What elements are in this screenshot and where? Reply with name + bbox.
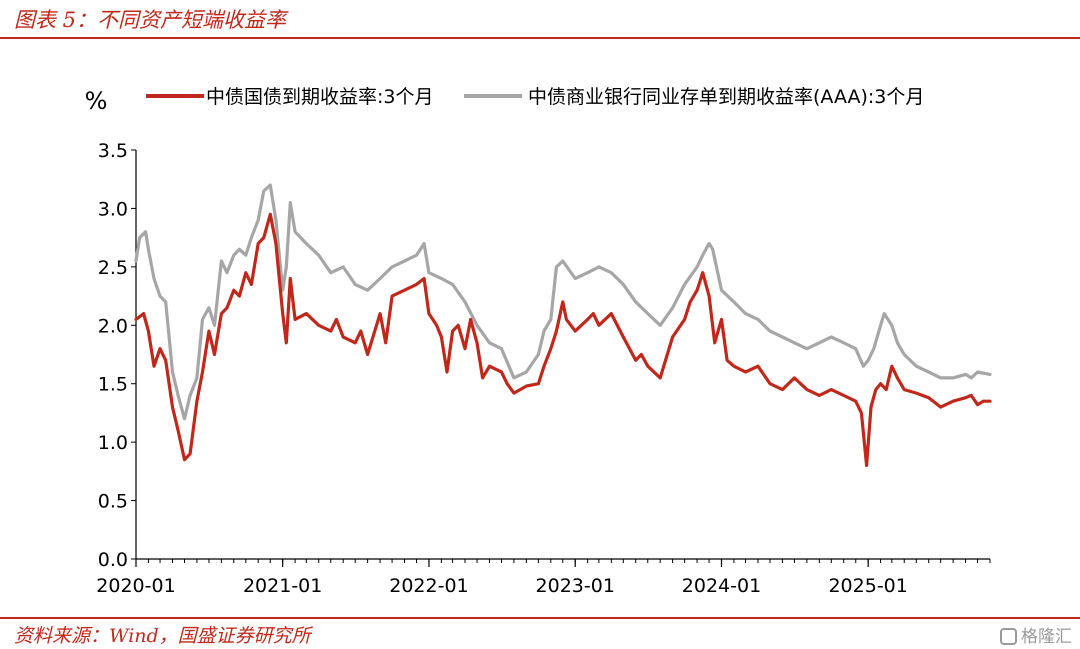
x-tick-label: 2025-01 <box>828 575 907 597</box>
y-axis-unit-label: % <box>85 87 108 115</box>
y-tick-label: 3.5 <box>98 140 128 162</box>
y-tick-label: 0.0 <box>98 549 128 571</box>
y-tick-label: 3.0 <box>98 198 128 220</box>
x-tick-label: 2022-01 <box>389 575 468 597</box>
y-tick-label: 1.0 <box>98 432 128 454</box>
y-tick-label: 1.5 <box>98 374 128 396</box>
line-chart: 0.0 0.5 1.0 1.5 2.0 2.5 3.0 3.5 2020-01 2021-01 20… <box>85 86 992 597</box>
y-tick-label: 0.5 <box>98 491 128 513</box>
y-tick-label: 2.5 <box>98 257 128 279</box>
figure-title: 图表 5：不同资产短端收益率 <box>14 8 287 32</box>
series-line-2 <box>134 183 992 421</box>
x-tick-label: 2024-01 <box>682 575 761 597</box>
watermark-text: 格隆汇 <box>1021 627 1072 647</box>
y-tick-label: 2.0 <box>98 315 128 337</box>
watermark-logo-icon <box>1000 628 1017 645</box>
watermark: 格隆汇 <box>1000 622 1072 647</box>
x-tick-label: 2023-01 <box>536 575 615 597</box>
series-line-1 <box>134 212 992 468</box>
legend-label-1: 中债国债到期收益率:3个月 <box>206 86 434 108</box>
source-note: 资料来源：Wind，国盛证券研究所 <box>14 625 311 647</box>
x-tick-label: 2021-01 <box>243 575 322 597</box>
title-rule <box>0 37 1080 39</box>
legend-label-2: 中债商业银行同业存单到期收益率(AAA):3个月 <box>528 86 924 108</box>
x-tick-label: 2020-01 <box>96 575 175 597</box>
source-rule <box>0 617 1080 619</box>
